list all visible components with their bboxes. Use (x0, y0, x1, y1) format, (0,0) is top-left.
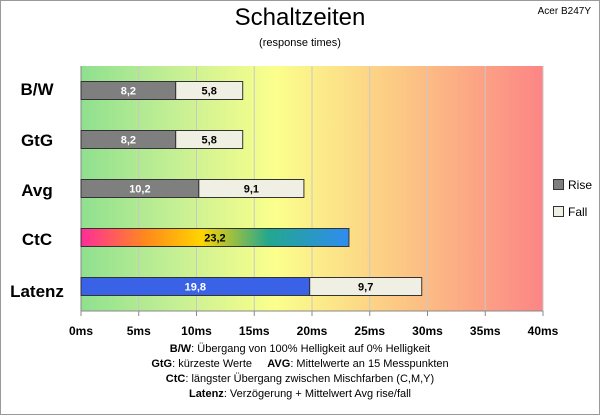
x-tick-label: 5ms (127, 324, 151, 338)
note-key-latenz: Latenz (188, 388, 224, 400)
category-label-bw: B/W (20, 80, 54, 99)
monitor-model-label: Acer B247Y (537, 6, 591, 17)
note-key-avg: AVG (267, 358, 291, 370)
bar-fall (175, 81, 244, 100)
note-text-avg: : Mittelwerte an 15 Messpunkten (290, 358, 449, 370)
note-key-ctc: CtC (165, 373, 186, 385)
note-line-3: CtC: längster Übergang zwischen Mischfar… (0, 372, 600, 387)
note-text-bw: : Übergang von 100% Helligkeit auf 0% He… (191, 343, 431, 355)
x-tick-label: 25ms (354, 324, 385, 338)
bar-rise-label: 23,2 (204, 233, 225, 245)
bar-rise-label: 8,2 (121, 135, 136, 147)
category-label-latenz: Latenz (10, 282, 64, 301)
note-key-bw: B/W (169, 343, 192, 355)
note-line-1: B/W: Übergang von 100% Helligkeit auf 0%… (0, 342, 600, 357)
chart-title: Schaltzeiten (234, 4, 366, 31)
legend-rise-swatch (553, 179, 564, 190)
x-tick-label: 35ms (470, 324, 501, 338)
bar-fall-label: 9,1 (244, 184, 259, 196)
bar-rise-label: 10,2 (129, 184, 150, 196)
category-label-ctc: CtC (21, 230, 53, 249)
legend-fall-swatch (553, 206, 564, 217)
x-tick-label: 40ms (528, 324, 559, 338)
x-tick-label: 15ms (239, 324, 270, 338)
note-key-gtg: GtG (151, 358, 173, 370)
note-text-ctc: : längster Übergang zwischen Mischfarben… (185, 373, 435, 385)
bar-fall-label: 9,7 (358, 282, 373, 294)
legend-fall-label: Fall (568, 205, 588, 219)
x-tick-label: 0ms (69, 324, 93, 338)
note-text-gtg: : kürzeste Werte (172, 358, 252, 370)
legend-rise: Rise (553, 178, 592, 192)
chart-subtitle: (response times) (259, 37, 341, 49)
x-tick-label: 10ms (181, 324, 212, 338)
note-text-latenz: : Verzögerung + Mittelwert Avg rise/fall (223, 388, 412, 400)
x-tick-label: 20ms (297, 324, 328, 338)
bar-fall-label: 5,8 (202, 86, 217, 98)
x-tick-label: 30ms (412, 324, 443, 338)
note-line-4: Latenz: Verzögerung + Mittelwert Avg ris… (0, 387, 600, 402)
note-line-2: GtG: kürzeste Werte AVG: Mittelwerte an … (0, 357, 600, 372)
bar-rise-label: 8,2 (121, 86, 136, 98)
bar-rise (80, 228, 350, 247)
category-label-gtg: GtG (20, 131, 54, 150)
bar-fall (309, 277, 423, 296)
bar-fall-label: 5,8 (202, 135, 217, 147)
bar-rise-label: 19,8 (185, 282, 206, 294)
bar-fall (198, 179, 305, 198)
category-label-avg: Avg (21, 181, 53, 200)
bar-fall (175, 130, 244, 149)
legend-rise-label: Rise (568, 178, 593, 192)
legend-fall: Fall (553, 205, 587, 219)
